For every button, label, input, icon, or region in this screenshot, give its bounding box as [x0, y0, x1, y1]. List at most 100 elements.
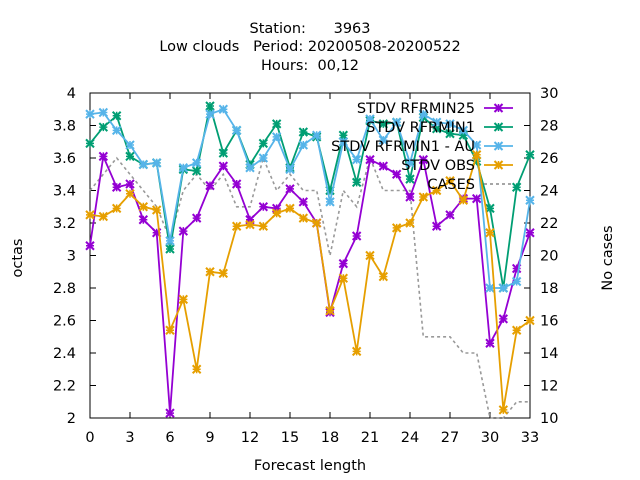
- data-point: [165, 408, 175, 418]
- y2-tick-label: 14: [540, 346, 558, 362]
- data-point: [525, 150, 535, 160]
- x-tick-label: 6: [165, 430, 174, 446]
- data-point: [351, 346, 362, 357]
- data-point: [111, 182, 122, 192]
- x-tick-label: 18: [321, 430, 339, 446]
- data-point: [498, 314, 509, 324]
- data-point: [405, 158, 415, 168]
- data-point: [205, 109, 215, 119]
- data-point: [378, 161, 389, 171]
- y2-tick-label: 12: [540, 379, 558, 395]
- legend: STDV RFRMIN25 STDV RFRMIN1 STDV RFRMIN1 - …: [331, 101, 513, 193]
- data-point: [471, 140, 482, 150]
- data-point: [191, 213, 202, 223]
- data-point: [205, 267, 215, 277]
- series-line: [89, 108, 531, 289]
- data-point: [351, 154, 362, 165]
- data-point: [405, 218, 415, 228]
- legend-marker: [493, 122, 504, 132]
- data-point: [165, 244, 175, 254]
- data-point: [378, 135, 389, 145]
- legend-label: STDV RFRMIN25: [357, 101, 475, 117]
- y-tick-label: 3.2: [53, 216, 76, 232]
- data-point: [285, 184, 295, 194]
- y-tick-label: 4: [67, 86, 76, 102]
- x-axis-label: Forecast length: [254, 458, 366, 474]
- data-point: [445, 119, 455, 129]
- y-tick-label: 2.4: [53, 346, 76, 362]
- series-line: [89, 153, 531, 414]
- x-tick-label: 21: [361, 430, 379, 446]
- x-tick-label: 30: [481, 430, 499, 446]
- data-point: [485, 203, 495, 214]
- data-point: [378, 119, 389, 129]
- x-tick-label: 15: [281, 430, 299, 446]
- y-tick-label: 3: [67, 249, 76, 265]
- data-point: [458, 125, 469, 136]
- data-point: [258, 138, 269, 149]
- x-tick-label: 9: [205, 430, 214, 446]
- data-point: [485, 228, 495, 238]
- data-point: [138, 159, 149, 170]
- data-point: [525, 315, 535, 326]
- data-point: [178, 163, 189, 173]
- data-point: [338, 258, 349, 269]
- data-point: [511, 325, 522, 335]
- data-point: [218, 161, 229, 171]
- data-point: [285, 203, 295, 214]
- data-point: [365, 250, 375, 261]
- data-point: [298, 197, 309, 207]
- y-tick-label: 2: [67, 411, 76, 427]
- data-point: [111, 125, 122, 136]
- legend-marker: [493, 103, 504, 113]
- data-point: [125, 179, 135, 189]
- data-point: [205, 180, 215, 191]
- data-point: [271, 119, 282, 129]
- data-point: [245, 163, 255, 173]
- data-point: [325, 197, 335, 207]
- series-3: [85, 104, 535, 293]
- data-point: [498, 283, 509, 293]
- data-point: [85, 138, 95, 149]
- data-point: [271, 208, 282, 218]
- data-point: [218, 104, 229, 114]
- y2-tick-label: 30: [540, 86, 558, 102]
- y-tick-label: 3.6: [53, 151, 76, 167]
- data-point: [205, 101, 215, 111]
- x-tick-label: 0: [85, 430, 94, 446]
- data-point: [258, 202, 269, 212]
- data-point: [245, 219, 255, 230]
- x-tick-label: 33: [521, 430, 539, 446]
- axes: 0 3 6 9 12 15 18 21 24 27 30 33 2 2.2 2.4 2.6 2.8 3 3.2 3.4…: [53, 86, 559, 446]
- data-point: [485, 283, 495, 293]
- data-point: [471, 150, 482, 160]
- data-point: [165, 236, 175, 246]
- data-point: [98, 122, 109, 132]
- data-point: [218, 148, 229, 158]
- data-point: [285, 164, 295, 175]
- chart-title-line-1: Station: 3963: [250, 21, 371, 37]
- data-point: [391, 169, 402, 179]
- y-tick-label: 3.8: [53, 119, 76, 135]
- data-point: [431, 221, 442, 231]
- data-point: [365, 114, 375, 124]
- chart-title-line-3: Hours: 00,12: [261, 58, 359, 74]
- data-point: [378, 271, 389, 282]
- data-point: [351, 231, 362, 241]
- data-point: [365, 154, 375, 165]
- data-point: [338, 137, 349, 147]
- data-point: [418, 109, 429, 119]
- data-point: [98, 107, 109, 118]
- legend-label: CASES: [427, 177, 475, 193]
- x-tick-label: 3: [125, 430, 134, 446]
- data-point: [431, 117, 442, 127]
- y2-tick-label: 10: [540, 411, 558, 427]
- data-point: [125, 189, 135, 199]
- data-point: [231, 125, 242, 136]
- data-point: [458, 195, 469, 205]
- legend-marker: [493, 160, 504, 170]
- series-line: [89, 154, 531, 411]
- y2-tick-label: 20: [540, 249, 558, 265]
- data-point: [85, 210, 95, 220]
- data-point: [445, 128, 455, 139]
